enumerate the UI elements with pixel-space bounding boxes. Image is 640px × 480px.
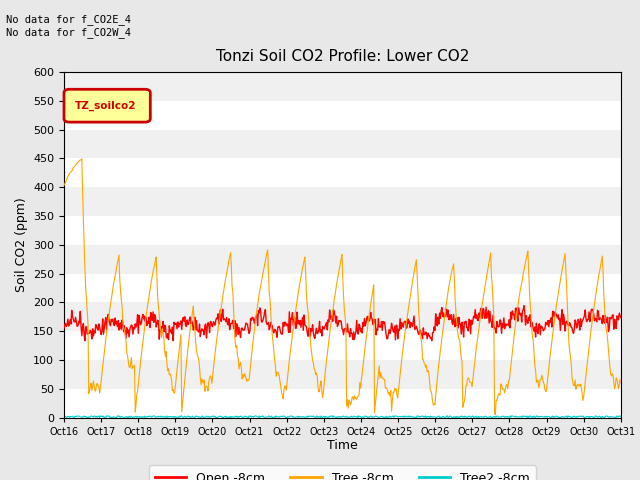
Bar <box>64 274 621 302</box>
Title: Tonzi Soil CO2 Profile: Lower CO2: Tonzi Soil CO2 Profile: Lower CO2 <box>216 49 469 64</box>
X-axis label: Time: Time <box>327 439 358 453</box>
Text: No data for f_CO2E_4
No data for f_CO2W_4: No data for f_CO2E_4 No data for f_CO2W_… <box>6 14 131 38</box>
Bar <box>64 389 621 418</box>
Bar <box>64 158 621 187</box>
Bar <box>64 101 621 130</box>
Bar <box>64 331 621 360</box>
FancyBboxPatch shape <box>64 89 150 122</box>
Text: TZ_soilco2: TZ_soilco2 <box>75 100 136 111</box>
Legend: Open -8cm, Tree -8cm, Tree2 -8cm: Open -8cm, Tree -8cm, Tree2 -8cm <box>149 465 536 480</box>
Y-axis label: Soil CO2 (ppm): Soil CO2 (ppm) <box>15 197 28 292</box>
Bar <box>64 216 621 245</box>
